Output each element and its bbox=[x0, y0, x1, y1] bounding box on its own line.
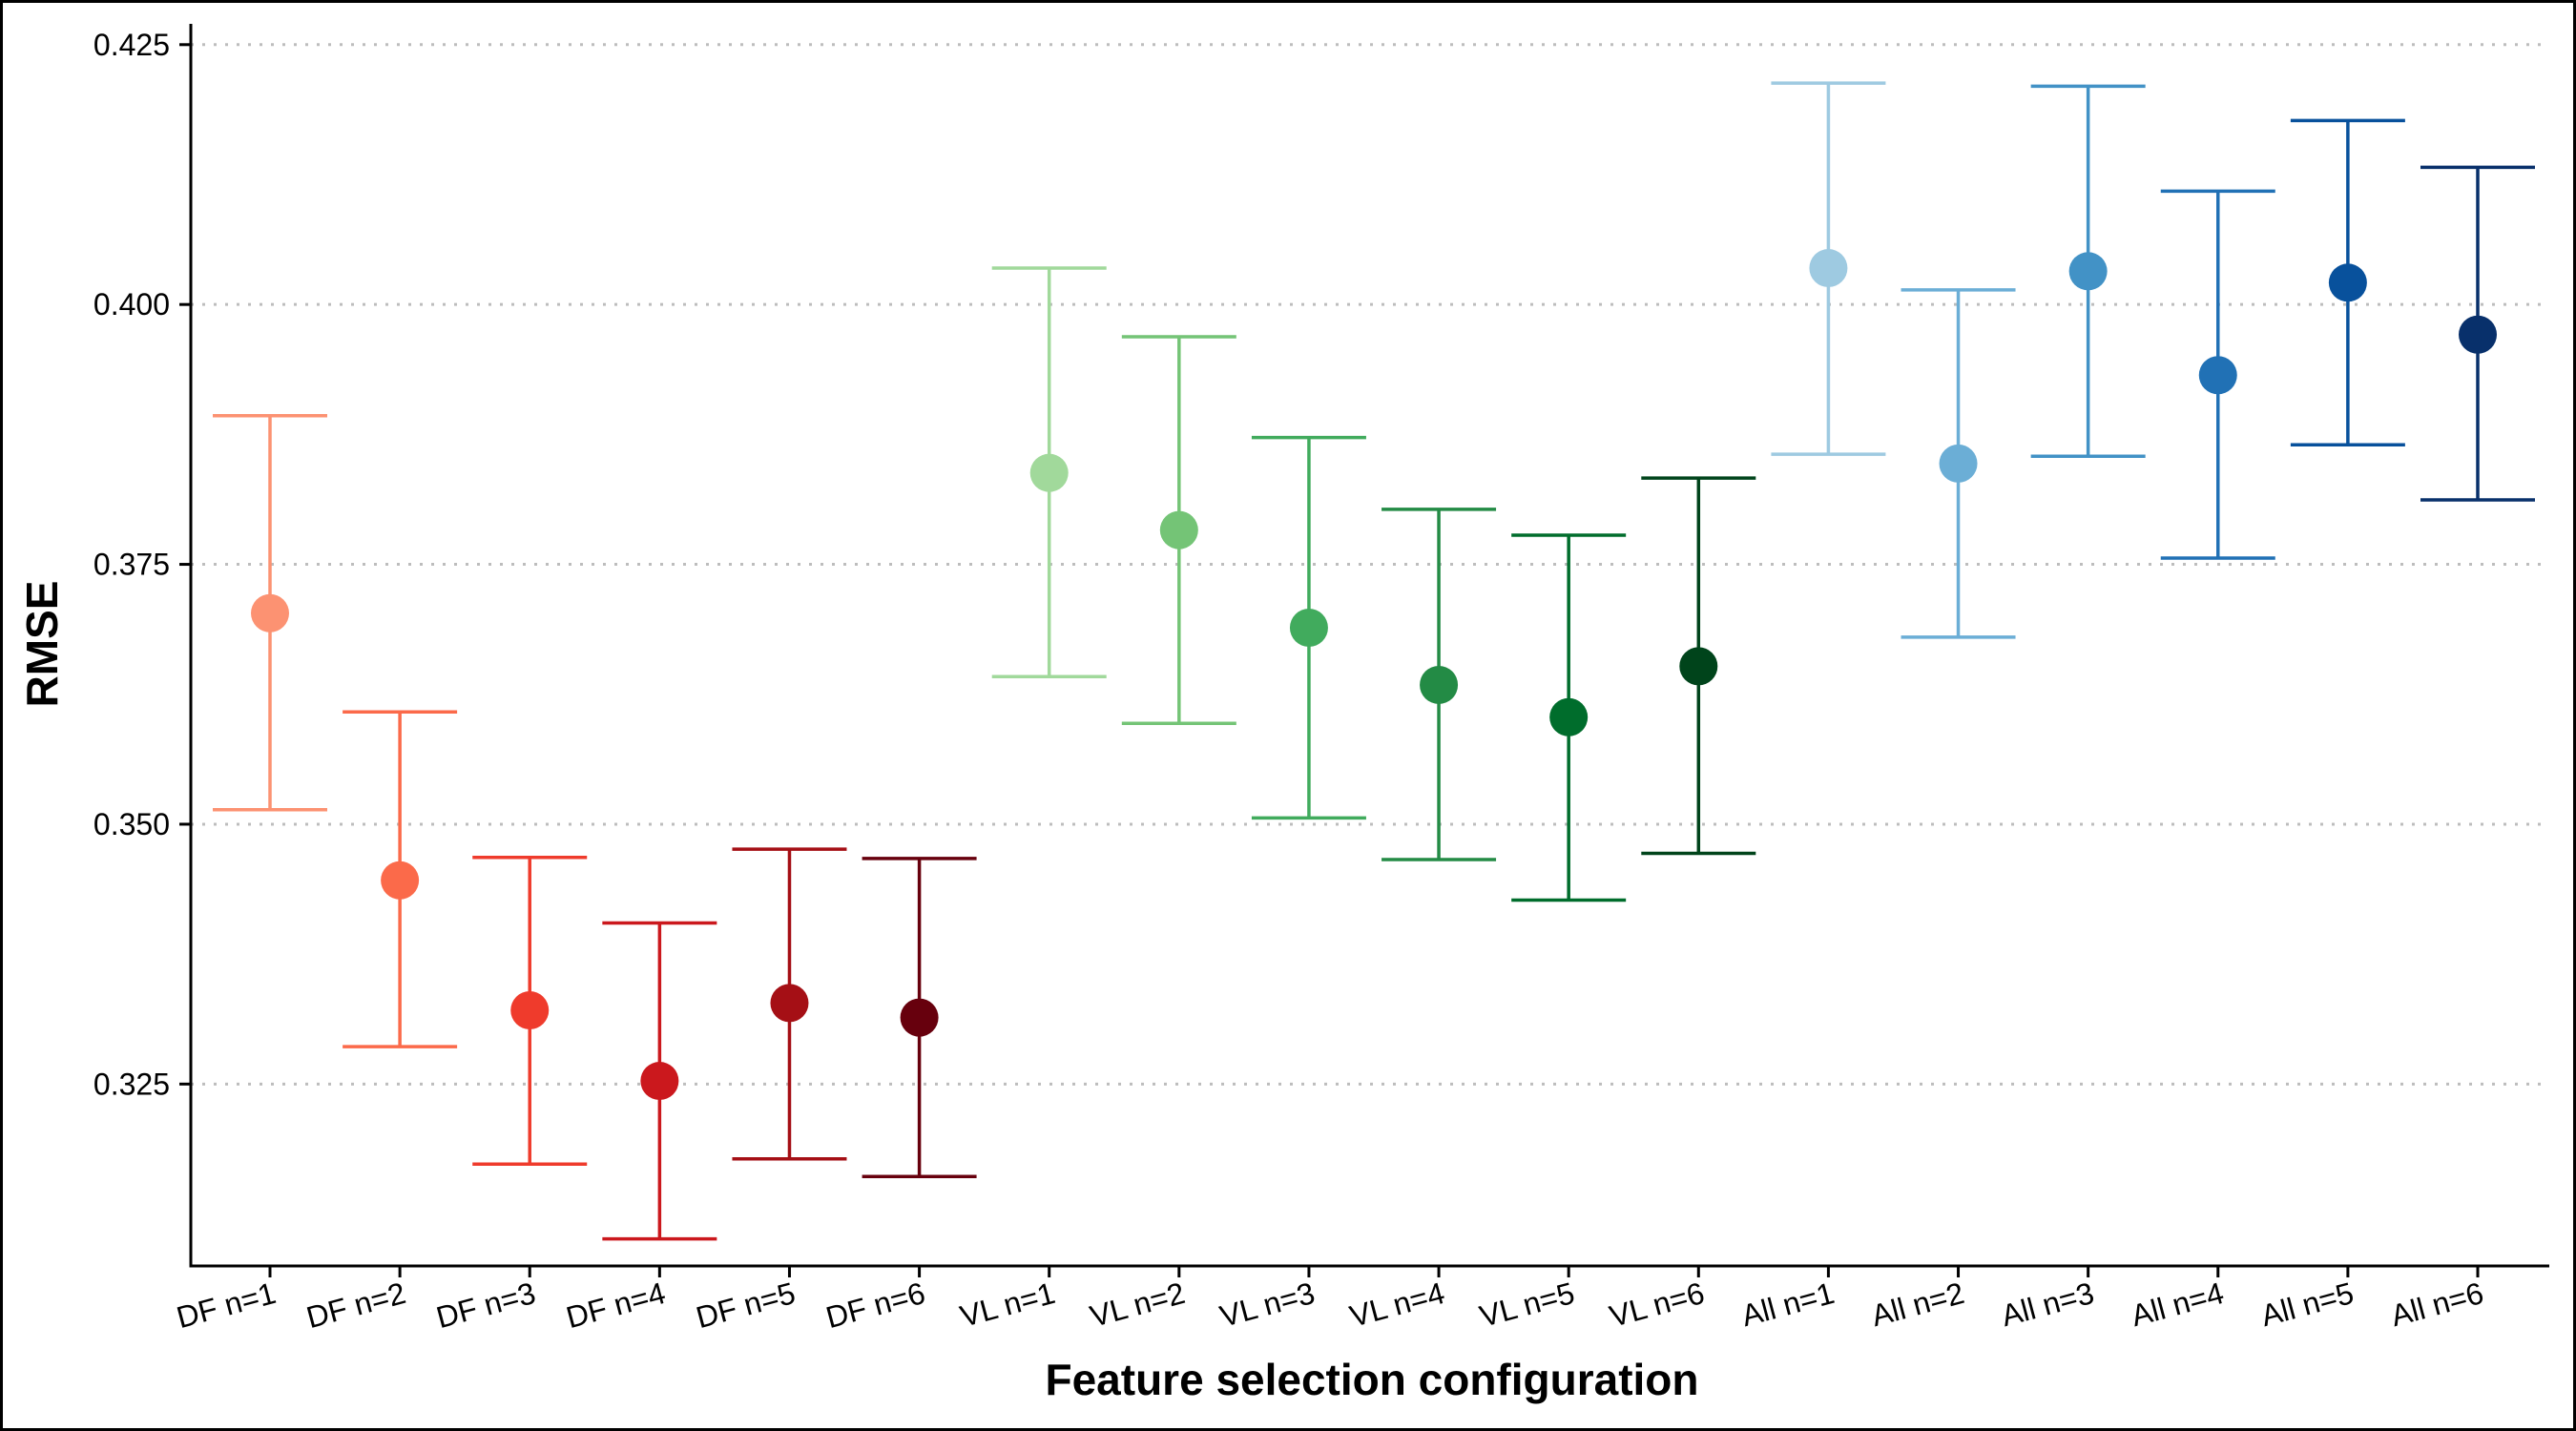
data-point bbox=[2459, 315, 2497, 354]
axes bbox=[179, 24, 2549, 1277]
data-point bbox=[1420, 665, 1459, 704]
x-tick-label: VL n=4 bbox=[1346, 1275, 1448, 1334]
x-tick-label: DF n=5 bbox=[693, 1275, 800, 1335]
y-axis-title: RMSE bbox=[17, 581, 67, 708]
x-tick-label: VL n=2 bbox=[1087, 1275, 1189, 1334]
x-tick-label: All n=3 bbox=[1998, 1275, 2098, 1333]
data-point bbox=[1289, 609, 1328, 648]
y-tick-label: 0.325 bbox=[93, 1067, 170, 1101]
data-point bbox=[640, 1062, 679, 1101]
x-tick-label: VL n=1 bbox=[957, 1275, 1059, 1334]
gridlines bbox=[191, 43, 2549, 1086]
data-point bbox=[1549, 697, 1589, 736]
data-point bbox=[2328, 263, 2367, 302]
x-tick-label: VL n=6 bbox=[1606, 1275, 1708, 1334]
x-tick-label: DF n=2 bbox=[302, 1275, 409, 1335]
y-tick-label: 0.425 bbox=[93, 28, 170, 62]
data-point bbox=[2198, 356, 2237, 395]
x-tick-label: DF n=1 bbox=[173, 1275, 280, 1335]
data-point bbox=[2068, 252, 2108, 291]
x-tick-label: DF n=4 bbox=[563, 1275, 670, 1335]
y-tick-label: 0.375 bbox=[93, 548, 170, 582]
x-tick-label: All n=5 bbox=[2257, 1275, 2358, 1333]
x-tick-label: All n=2 bbox=[1868, 1275, 1968, 1333]
data-point bbox=[1809, 249, 1848, 288]
x-axis-title: Feature selection configuration bbox=[1046, 1355, 1699, 1404]
data-point bbox=[1029, 453, 1069, 492]
y-tick-label: 0.400 bbox=[93, 287, 170, 321]
data-point bbox=[900, 998, 939, 1037]
x-tick-label: All n=6 bbox=[2387, 1275, 2487, 1333]
error-bars bbox=[213, 81, 2535, 1241]
data-point bbox=[1939, 444, 1978, 483]
y-tick-labels: 0.325 0.350 0.375 0.400 0.425 bbox=[93, 28, 170, 1102]
x-tick-label: VL n=3 bbox=[1216, 1275, 1319, 1334]
x-tick-label: All n=1 bbox=[1738, 1275, 1839, 1333]
data-point bbox=[1159, 510, 1198, 550]
data-point bbox=[381, 861, 420, 900]
x-tick-label: VL n=5 bbox=[1476, 1275, 1578, 1334]
data-point bbox=[251, 593, 289, 633]
x-tick-label: All n=4 bbox=[2128, 1275, 2228, 1333]
data-point bbox=[1679, 647, 1718, 686]
data-point bbox=[510, 990, 550, 1029]
x-tick-labels: DF n=1 DF n=2 DF n=3 DF n=4 DF n=5 DF n=6 VL n… bbox=[173, 1275, 2487, 1335]
data-points bbox=[251, 249, 2497, 1101]
x-tick-label: DF n=3 bbox=[433, 1275, 540, 1335]
y-tick-label: 0.350 bbox=[93, 807, 170, 841]
x-tick-label: DF n=6 bbox=[822, 1275, 929, 1335]
data-point bbox=[770, 984, 809, 1023]
